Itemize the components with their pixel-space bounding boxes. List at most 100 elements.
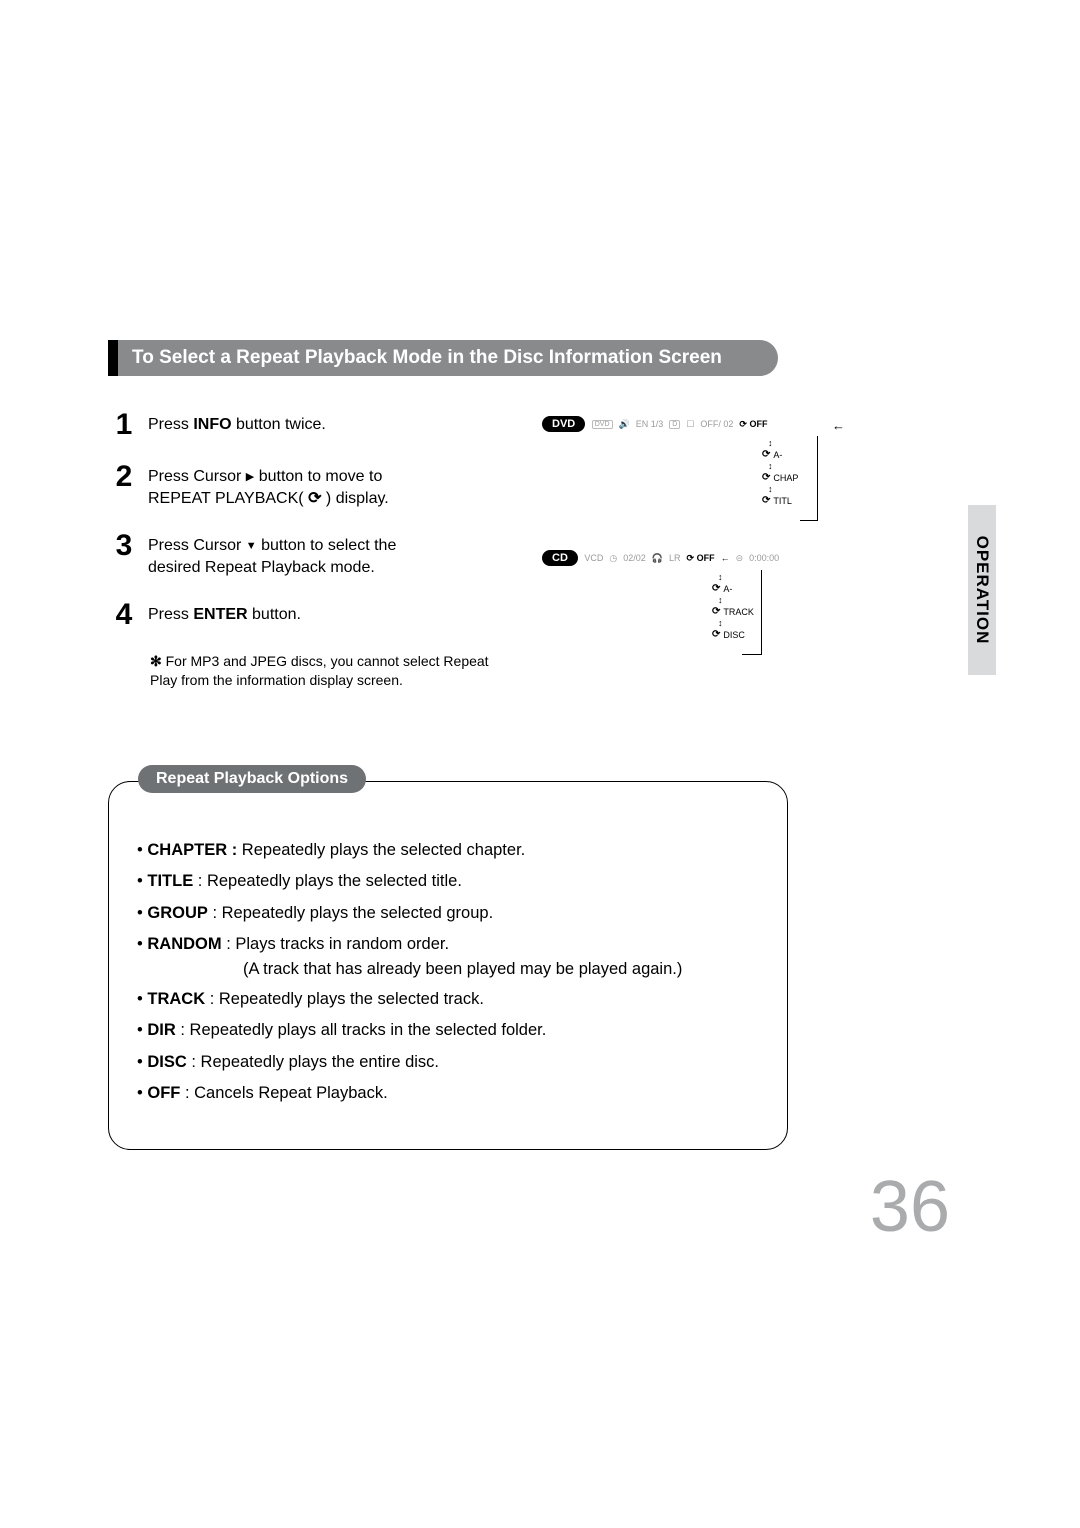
step-text: Press ENTER button. — [148, 600, 301, 626]
step-text-b: button to select the — [257, 537, 397, 554]
step-number: 2 — [110, 462, 138, 492]
step-text: Press INFO button twice. — [148, 410, 326, 436]
repeat-off-label: OFF — [749, 419, 767, 429]
dvd-info-row: DVD 🔊 EN 1/3 D ☐ OFF/ 02 OFF — [592, 419, 768, 430]
heading-accent — [108, 340, 118, 376]
section-heading: To Select a Repeat Playback Mode in the … — [108, 340, 778, 376]
cd-repeat-options: ↕ A- ↕ TRACK ↕ DISC — [712, 572, 862, 640]
headphone-icon: 🎧 — [652, 553, 663, 564]
side-tab-label: OPERATION — [972, 536, 992, 645]
repeat-option: TITL — [773, 496, 792, 506]
option-line: • DISC : Repeatedly plays the entire dis… — [137, 1052, 759, 1073]
option-desc: : Plays tracks in random order. — [222, 935, 449, 953]
option-desc: (A track that has already been played ma… — [243, 960, 682, 978]
step-text: Press Cursor button to select the desire… — [148, 531, 396, 578]
info-chip: D — [669, 420, 680, 429]
step-note: ✻ For MP3 and JPEG discs, you cannot sel… — [150, 652, 510, 690]
option-term: DISC — [147, 1053, 186, 1071]
arrow-down-icon: ↕ — [718, 618, 862, 628]
step-text-bold: INFO — [193, 416, 231, 433]
step-text-a: Press Cursor — [148, 468, 246, 485]
repeat-icon — [712, 606, 720, 617]
option-term: CHAPTER : — [147, 841, 237, 859]
option-line: • RANDOM : Plays tracks in random order. — [137, 934, 759, 955]
arrow-down-icon: ↕ — [718, 572, 862, 582]
bracket-line — [742, 570, 762, 655]
step-number: 4 — [110, 600, 138, 630]
option-line: • OFF : Cancels Repeat Playback. — [137, 1083, 759, 1104]
page-number: 36 — [870, 1166, 950, 1248]
section-side-tab: OPERATION — [968, 505, 996, 675]
step-2: 2 Press Cursor button to move to REPEAT … — [110, 462, 510, 509]
step-number: 3 — [110, 531, 138, 561]
info-chip: LR — [669, 553, 681, 563]
step-4: 4 Press ENTER button. — [110, 600, 510, 630]
option-line: • GROUP : Repeatedly plays the selected … — [137, 903, 759, 924]
option-line: • DIR : Repeatedly plays all tracks in t… — [137, 1020, 759, 1041]
option-desc: : Repeatedly plays the entire disc. — [187, 1053, 439, 1071]
step-text-pre: Press — [148, 416, 193, 433]
clock-icon: ◷ — [609, 553, 617, 564]
audio-icon: 🔊 — [619, 419, 630, 430]
step-text-line2: desired Repeat Playback mode. — [148, 559, 375, 576]
cd-info-diagram: CD VCD ◷ 02/02 🎧 LR OFF ← ⊝ 0:00:00 ↕ A-… — [542, 550, 862, 641]
repeat-option: A- — [773, 450, 782, 460]
cursor-down-icon — [246, 537, 257, 554]
repeat-icon — [739, 419, 747, 429]
option-term: DIR — [147, 1021, 175, 1039]
option-desc: : Repeatedly plays the selected title. — [193, 872, 462, 890]
step-text-b: button to move to — [254, 468, 382, 485]
cd-badge: CD — [542, 550, 578, 566]
repeat-icon — [762, 449, 770, 460]
option-term: RANDOM — [147, 935, 221, 953]
option-term: GROUP — [147, 904, 208, 922]
option-line: • TRACK : Repeatedly plays the selected … — [137, 989, 759, 1010]
option-term: OFF — [147, 1084, 180, 1102]
info-chip: VCD — [584, 553, 603, 563]
option-line: • TITLE : Repeatedly plays the selected … — [137, 871, 759, 892]
repeat-icon — [687, 553, 695, 563]
step-text-a: Press Cursor — [148, 537, 246, 554]
step-text-bold: ENTER — [193, 606, 247, 623]
option-desc: : Repeatedly plays all tracks in the sel… — [176, 1021, 547, 1039]
repeat-icon — [762, 495, 770, 506]
cd-info-row: VCD ◷ 02/02 🎧 LR OFF ← ⊝ 0:00:00 — [584, 553, 779, 564]
info-chip: 02/02 — [623, 553, 646, 563]
step-number: 1 — [110, 410, 138, 440]
step-text-post: button. — [248, 606, 301, 623]
option-line: • CHAPTER : Repeatedly plays the selecte… — [137, 840, 759, 861]
arrow-down-icon: ↕ — [718, 595, 862, 605]
arrow-left-icon: ← — [832, 418, 845, 433]
steps-list: 1 Press INFO button twice. 2 Press Curso… — [110, 410, 510, 690]
time-label: 0:00:00 — [749, 553, 779, 563]
bracket-line — [800, 436, 818, 521]
info-chip: OFF/ 02 — [700, 419, 733, 429]
option-desc: : Repeatedly plays the selected track. — [205, 990, 484, 1008]
repeat-icon — [712, 629, 720, 640]
step-text-pre: Press — [148, 606, 193, 623]
clock-icon: ⊝ — [736, 553, 744, 564]
repeat-off-label: OFF — [697, 553, 715, 563]
dvd-info-diagram: DVD DVD 🔊 EN 1/3 D ☐ OFF/ 02 OFF ← ↕ A- … — [542, 416, 862, 507]
option-desc: : Cancels Repeat Playback. — [180, 1084, 387, 1102]
options-title-pill: Repeat Playback Options — [138, 765, 366, 793]
repeat-icon — [308, 490, 321, 507]
option-desc: Repeatedly plays the selected chapter. — [237, 841, 525, 859]
note-text: For MP3 and JPEG discs, you cannot selec… — [150, 653, 489, 688]
option-desc: : Repeatedly plays the selected group. — [208, 904, 493, 922]
step-3: 3 Press Cursor button to select the desi… — [110, 531, 510, 578]
step-text-post: button twice. — [232, 416, 326, 433]
subtitle-icon: ☐ — [686, 419, 694, 430]
option-sub-line: (A track that has already been played ma… — [243, 960, 759, 979]
step-text-line2: REPEAT PLAYBACK( ) display. — [148, 490, 389, 507]
options-box: • CHAPTER : Repeatedly plays the selecte… — [108, 781, 788, 1150]
info-chip: DVD — [592, 420, 613, 429]
repeat-icon — [762, 472, 770, 483]
step-text: Press Cursor button to move to REPEAT PL… — [148, 462, 389, 509]
repeat-options-panel: Repeat Playback Options • CHAPTER : Repe… — [108, 767, 788, 1150]
step-1: 1 Press INFO button twice. — [110, 410, 510, 440]
note-star-icon: ✻ — [150, 653, 166, 669]
repeat-option: A- — [723, 584, 732, 594]
repeat-icon — [712, 583, 720, 594]
arrow-left-icon: ← — [721, 553, 730, 563]
